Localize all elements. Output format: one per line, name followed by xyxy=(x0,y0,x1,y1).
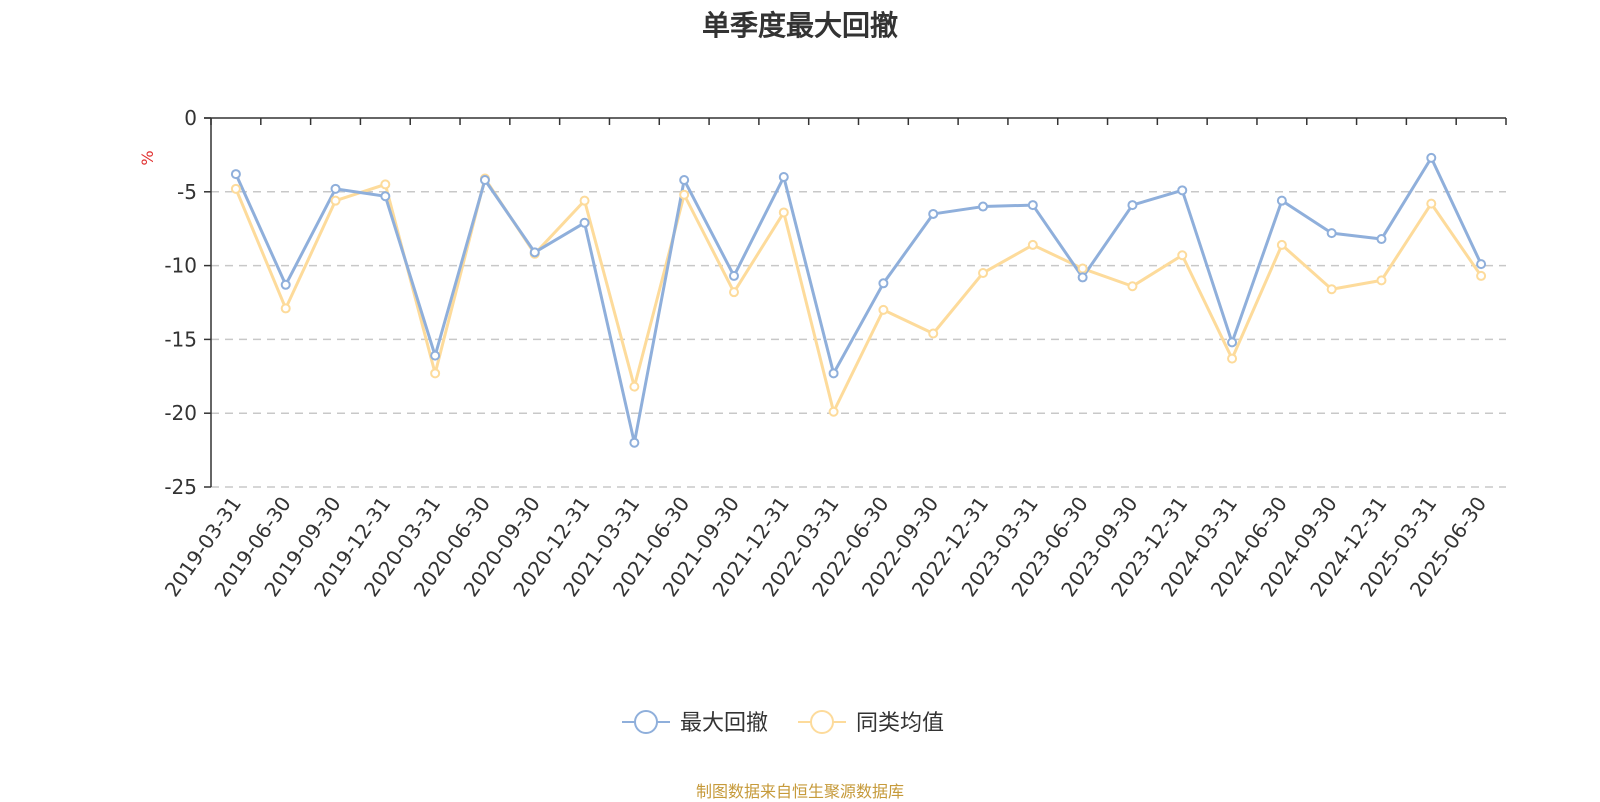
legend-item[interactable]: 最大回撤 xyxy=(622,710,768,736)
data-point[interactable] xyxy=(1476,270,1487,281)
data-point[interactable] xyxy=(928,208,939,219)
data-point[interactable] xyxy=(978,267,989,278)
data-point[interactable] xyxy=(928,328,939,339)
y-tick-label: -10 xyxy=(164,254,197,278)
data-point[interactable] xyxy=(380,179,391,190)
legend-label: 最大回撤 xyxy=(680,711,768,736)
data-point[interactable] xyxy=(380,191,391,202)
data-point[interactable] xyxy=(1276,239,1287,250)
data-point[interactable] xyxy=(1326,228,1337,239)
data-point[interactable] xyxy=(878,304,889,315)
data-point[interactable] xyxy=(629,381,640,392)
data-point[interactable] xyxy=(280,279,291,290)
data-point[interactable] xyxy=(1127,200,1138,211)
legend-label: 同类均值 xyxy=(856,711,944,736)
legend-marker xyxy=(634,710,658,734)
data-point[interactable] xyxy=(529,247,540,258)
data-point[interactable] xyxy=(430,368,441,379)
x-tick-labels: 2019-03-312019-06-302019-09-302019-12-31… xyxy=(160,492,1492,601)
data-point[interactable] xyxy=(330,195,341,206)
data-point[interactable] xyxy=(778,172,789,183)
legend-item[interactable]: 同类均值 xyxy=(798,710,944,736)
data-point[interactable] xyxy=(728,287,739,298)
data-point[interactable] xyxy=(1077,272,1088,283)
data-point[interactable] xyxy=(828,368,839,379)
y-tick-label: 0 xyxy=(184,106,197,130)
data-point[interactable] xyxy=(230,183,241,194)
legend: 最大回撤 同类均值 xyxy=(622,710,944,736)
chart-title: 单季度最大回撤 xyxy=(701,9,898,42)
data-point[interactable] xyxy=(679,189,690,200)
data-point[interactable] xyxy=(1276,195,1287,206)
data-point[interactable] xyxy=(280,303,291,314)
data-point[interactable] xyxy=(430,350,441,361)
data-point[interactable] xyxy=(579,217,590,228)
y-axis-unit: % xyxy=(138,150,157,165)
legend-marker xyxy=(810,710,834,734)
data-point[interactable] xyxy=(728,270,739,281)
grid-lines xyxy=(211,191,1506,488)
data-point[interactable] xyxy=(1127,281,1138,292)
data-point[interactable] xyxy=(1027,239,1038,250)
data-point[interactable] xyxy=(579,195,590,206)
data-point[interactable] xyxy=(1426,198,1437,209)
series-lines xyxy=(230,152,1487,448)
data-point[interactable] xyxy=(1177,250,1188,261)
data-point[interactable] xyxy=(1227,337,1238,348)
data-point[interactable] xyxy=(1376,275,1387,286)
data-point[interactable] xyxy=(479,174,490,185)
data-point[interactable] xyxy=(679,174,690,185)
data-point[interactable] xyxy=(828,406,839,417)
y-tick-labels: 0 -5 -10 -15 -20 -25 xyxy=(164,106,197,499)
data-point[interactable] xyxy=(878,278,889,289)
data-point[interactable] xyxy=(778,207,789,218)
y-tick-label: -25 xyxy=(164,475,197,499)
y-tick-label: -5 xyxy=(177,180,197,204)
series-line xyxy=(234,177,1483,414)
data-point[interactable] xyxy=(1027,200,1038,211)
data-point[interactable] xyxy=(1426,152,1437,163)
data-point[interactable] xyxy=(1326,284,1337,295)
data-point[interactable] xyxy=(330,183,341,194)
data-point[interactable] xyxy=(1077,263,1088,274)
data-point[interactable] xyxy=(1476,259,1487,270)
y-tick-label: -15 xyxy=(164,327,197,351)
data-point[interactable] xyxy=(230,169,241,180)
data-point[interactable] xyxy=(1376,234,1387,245)
data-point[interactable] xyxy=(1227,353,1238,364)
data-source-note: 制图数据来自恒生聚源数据库 xyxy=(695,782,904,801)
data-point[interactable] xyxy=(1177,185,1188,196)
y-tick-label: -20 xyxy=(164,401,197,425)
data-point[interactable] xyxy=(629,437,640,448)
series-line xyxy=(234,156,1483,445)
axes xyxy=(204,117,1507,488)
data-point[interactable] xyxy=(978,201,989,212)
